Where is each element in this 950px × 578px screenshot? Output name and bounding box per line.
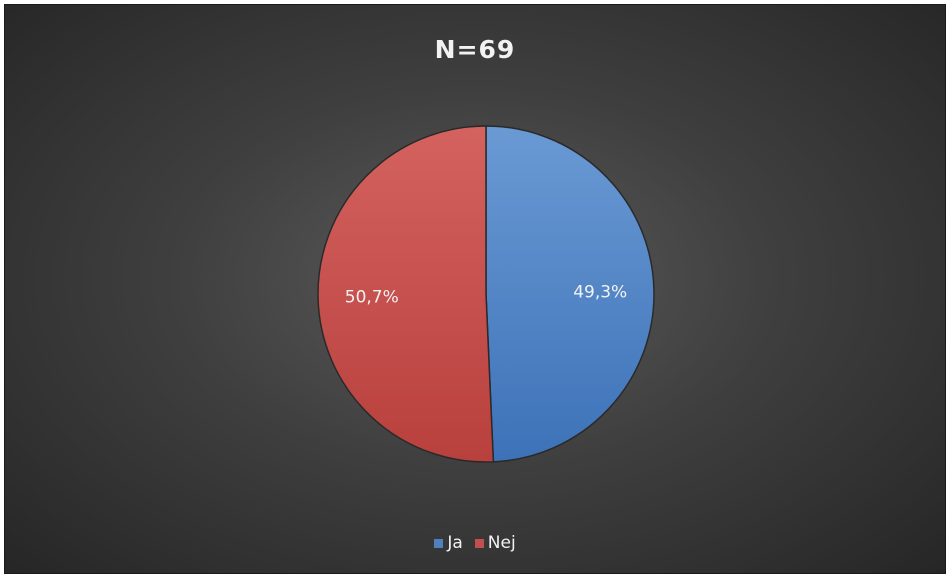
legend-swatch-ja: [434, 538, 444, 548]
legend-item-ja: Ja: [434, 533, 463, 553]
pie-slice-nej: [317, 125, 495, 463]
pie-slice-ja: [485, 125, 655, 463]
chart-area: N=69 49,3% 50,7% Ja Nej: [4, 4, 946, 574]
pie-chart: 49,3% 50,7%: [317, 125, 655, 463]
data-label-ja: 49,3%: [573, 282, 627, 302]
chart-legend: Ja Nej: [5, 533, 945, 553]
legend-label-nej: Nej: [487, 533, 516, 553]
data-label-nej: 50,7%: [345, 288, 399, 308]
legend-label-ja: Ja: [447, 533, 463, 553]
chart-title: N=69: [434, 35, 516, 64]
legend-swatch-nej: [474, 538, 484, 548]
legend-item-nej: Nej: [474, 533, 516, 553]
